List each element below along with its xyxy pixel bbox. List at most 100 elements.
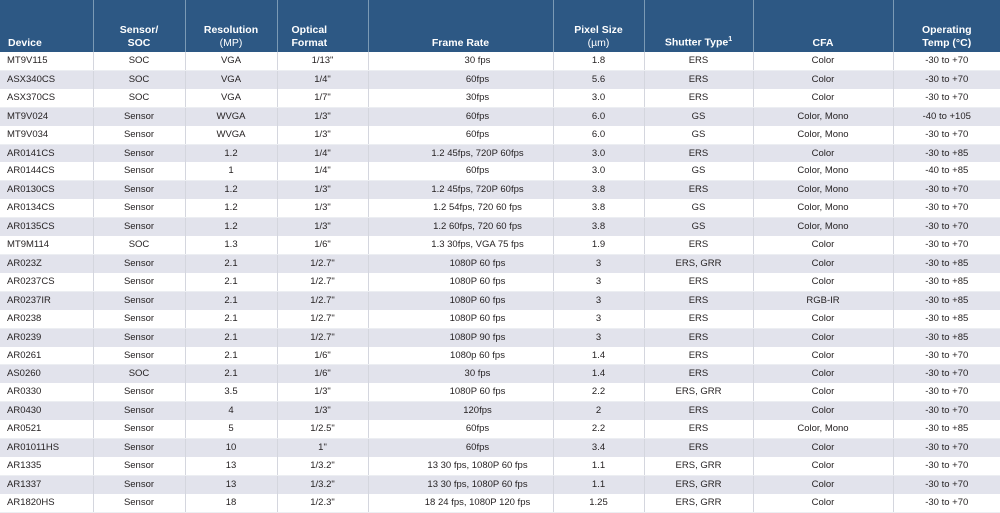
cell-frame-rate: 60fps xyxy=(368,420,554,440)
cell-frame-rate: 1.3 30fps, VGA 75 fps xyxy=(368,236,554,255)
cell-operating-temp: -40 to +105 xyxy=(922,110,971,122)
cell-operating-temp: -30 to +85 xyxy=(925,294,969,306)
table-row: AR01011HS Sensor 10 1" 60fps 3.4 ERS Color -30 t… xyxy=(0,438,1000,457)
table-row: AR0135CS Sensor 1.2 1/3" 1.2 60fps, 720 60 f… xyxy=(0,217,1000,237)
cell-sensor-soc: Sensor xyxy=(93,420,186,440)
cell-shutter-type: ERS xyxy=(644,291,754,310)
cell-resolution: 2.1 xyxy=(185,309,278,329)
cell-device: MT9M114 xyxy=(0,236,94,255)
cell-device: AR0141CS xyxy=(0,144,94,163)
cell-resolution: 2.1 xyxy=(185,291,278,310)
cell-frame-rate: 1080P 90 fps xyxy=(368,328,554,347)
cell-optical-format: 1/4" xyxy=(277,144,369,163)
cell-pixel-size: 2.2 xyxy=(553,420,645,440)
table-row: AR0237CS Sensor 2.1 1/2.7" 1080P 60 fps 3 ERS C… xyxy=(0,272,1000,292)
cell-device: AR0239 xyxy=(0,328,94,347)
cell-frame-rate: 1.2 54fps, 720 60 fps xyxy=(368,199,554,219)
cell-operating-temp: -30 to +85 xyxy=(893,272,1000,292)
cell-operating-temp: -30 to +70 xyxy=(893,383,1000,403)
column-header-operating-temp: Operating Temp (°C) xyxy=(893,0,1000,52)
cell-device: AR0238 xyxy=(0,309,94,329)
cell-resolution: VGA xyxy=(185,70,278,89)
cell-cfa: Color xyxy=(753,272,894,292)
cell-frame-rate: 1.2 45fps, 720P 60fps xyxy=(368,180,554,200)
cell-device: ASX340CS xyxy=(0,70,94,89)
cell-shutter-type: ERS xyxy=(644,364,754,384)
cell-optical-format: 1" xyxy=(277,438,369,457)
cell-device: AR0130CS xyxy=(0,180,94,200)
cell-cfa: Color xyxy=(753,144,894,163)
cell-device: MT9V115 xyxy=(0,52,94,71)
table-row: AR0430 Sensor 4 1/3" 120fps 2 ERS Color -30 to +… xyxy=(0,401,1000,421)
cell-frame-rate: 1080P 60 fps xyxy=(368,272,554,292)
cell-device: AR0237IR xyxy=(0,291,94,310)
cell-pixel-size: 6.0 xyxy=(553,125,645,145)
cell-resolution: VGA xyxy=(185,52,278,71)
cell-resolution: 2.1 xyxy=(185,328,278,347)
column-header-frame-rate: Frame Rate xyxy=(368,0,554,52)
cell-pixel-size: 3 xyxy=(553,309,645,329)
cell-cfa: Color, Mono xyxy=(753,107,894,126)
cell-frame-rate: 1080P 60 fps xyxy=(368,254,554,273)
cell-shutter-type: ERS, GRR xyxy=(644,383,754,403)
cell-optical-format: 1/4" xyxy=(277,162,369,182)
cell-resolution: 1.2 xyxy=(185,199,278,219)
cell-operating-temp: -30 to +70 xyxy=(893,199,1000,219)
column-header-sensor-soc-line2: SOC xyxy=(127,36,151,49)
cell-pixel-size: 3.0 xyxy=(553,162,645,182)
table-row: AR0330 Sensor 3.5 1/3" 1080P 60 fps 2.2 ERS, G… xyxy=(0,383,1000,403)
cell-frame-rate: 1080p 60 fps xyxy=(368,346,554,366)
cell-optical-format: 1/3" xyxy=(277,383,369,403)
cell-device: AR0144CS xyxy=(0,162,94,182)
table-row: AR1337 Sensor 13 1/3.2" 13 30 fps, 1080P 60 … xyxy=(0,475,1000,494)
cell-pixel-size: 1.4 xyxy=(553,346,645,366)
table-row: MT9M114 SOC 1.3 1/6" 1.3 30fps, VGA 75 fps 1.… xyxy=(0,236,1000,255)
cell-shutter-type: GS xyxy=(644,199,754,219)
column-header-sensor-soc-line1: Sensor/ xyxy=(119,24,159,36)
cell-device: AR0135CS xyxy=(0,217,94,237)
table-row: AR023Z Sensor 2.1 1/2.7" 1080P 60 fps 3 ERS, G… xyxy=(0,254,1000,273)
cell-shutter-type: ERS xyxy=(644,309,754,329)
cell-cfa: Color, Mono xyxy=(753,162,894,182)
cell-frame-rate: 30fps xyxy=(368,88,554,108)
cell-cfa: Color xyxy=(753,401,894,421)
column-header-pixel-size: Pixel Size (µm) xyxy=(553,0,645,52)
cell-operating-temp: -30 to +70 xyxy=(925,405,969,417)
cell-operating-temp: -30 to +85 xyxy=(925,331,969,343)
cell-resolution: VGA xyxy=(185,88,278,108)
cell-optical-format: 1/2.7" xyxy=(277,272,369,292)
column-header-device-label: Device xyxy=(8,36,42,49)
table-row: AR0141CS Sensor 1.2 1/4" 1.2 45fps, 720P 60f… xyxy=(0,144,1000,163)
cell-pixel-size: 3 xyxy=(553,328,645,347)
cell-shutter-type: ERS, GRR xyxy=(644,456,754,476)
cell-pixel-size: 1.1 xyxy=(553,475,645,494)
cell-cfa: Color xyxy=(753,70,894,89)
table-row: AS0260 SOC 2.1 1/6" 30 fps 1.4 ERS Color -30 to … xyxy=(0,364,1000,384)
table-row: MT9V024 Sensor WVGA 1/3" 60fps 6.0 GS Color, Mo… xyxy=(0,107,1000,126)
column-header-operating-temp-line1: Operating xyxy=(921,24,972,36)
cell-shutter-type: ERS xyxy=(644,346,754,366)
cell-device: MT9V034 xyxy=(0,125,94,145)
cell-frame-rate: 120fps xyxy=(368,401,554,421)
cell-operating-temp: -30 to +70 xyxy=(893,346,1000,366)
cell-optical-format: 1/6" xyxy=(277,364,369,384)
cell-operating-temp: -30 to +70 xyxy=(893,88,1000,108)
cell-operating-temp: -30 to +85 xyxy=(893,309,1000,329)
column-header-optical-format-line1: Optical xyxy=(291,24,328,36)
cell-operating-temp: -30 to +70 xyxy=(925,73,969,85)
cell-optical-format: 1/3" xyxy=(277,125,369,145)
cell-operating-temp: -30 to +85 xyxy=(925,147,969,159)
table-header: Device Sensor/ SOC Resolution (MP) Optic… xyxy=(0,0,1000,52)
cell-pixel-size: 1.8 xyxy=(553,52,645,71)
cell-cfa: Color xyxy=(753,309,894,329)
cell-shutter-type: GS xyxy=(644,162,754,182)
cell-operating-temp: -30 to +70 xyxy=(925,442,969,454)
column-header-cfa: CFA xyxy=(753,0,894,52)
cell-device: AR023Z xyxy=(0,254,94,273)
cell-device: AR0521 xyxy=(0,420,94,440)
cell-frame-rate: 30 fps xyxy=(368,52,554,71)
cell-operating-temp: -30 to +70 xyxy=(893,125,1000,145)
cell-sensor-soc: Sensor xyxy=(93,180,186,200)
cell-shutter-type: GS xyxy=(644,107,754,126)
cell-shutter-type: ERS xyxy=(644,70,754,89)
